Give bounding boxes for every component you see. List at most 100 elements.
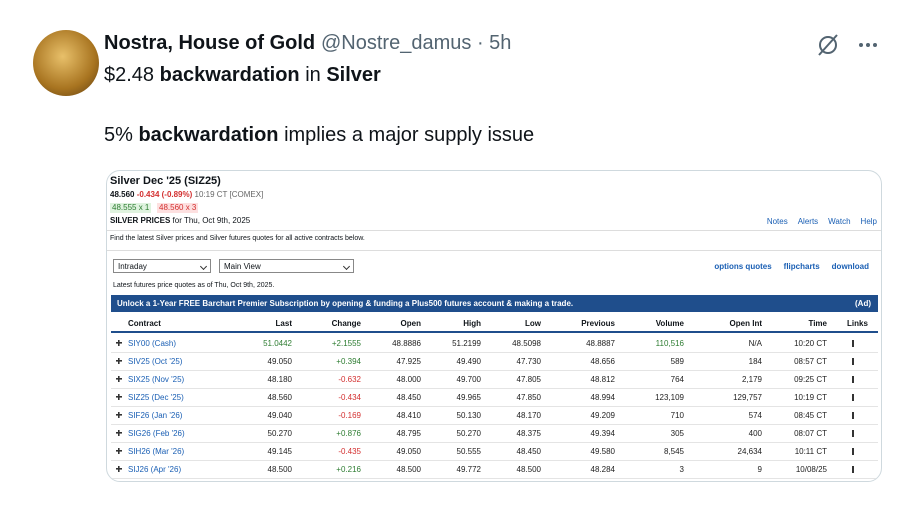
links-icon[interactable] bbox=[852, 430, 854, 437]
cell: 49.145 bbox=[267, 447, 292, 456]
cell[interactable]: SIF26 (Jan '26) bbox=[128, 411, 183, 420]
cell[interactable]: SIX25 (Nov '25) bbox=[128, 375, 185, 384]
quote-title: Silver Dec '25 (SIZ25) bbox=[110, 175, 221, 187]
links-icon[interactable] bbox=[852, 340, 854, 347]
expand-icon[interactable] bbox=[116, 430, 122, 436]
author[interactable]: Nostra, House of Gold bbox=[104, 32, 316, 54]
tool-link[interactable]: Watch bbox=[828, 217, 851, 226]
cell[interactable]: SIH26 (Mar '26) bbox=[128, 447, 185, 456]
row-rule bbox=[111, 478, 878, 479]
expand-icon[interactable] bbox=[116, 358, 122, 364]
cell[interactable]: SIG26 (Feb '26) bbox=[128, 429, 185, 438]
handle[interactable]: @Nostre_damus bbox=[321, 32, 472, 54]
row-rule bbox=[111, 388, 878, 389]
cell: 48.284 bbox=[590, 465, 615, 474]
links-icon[interactable] bbox=[852, 448, 854, 455]
tool-link[interactable]: Help bbox=[860, 217, 877, 226]
cell: 09:25 CT bbox=[794, 375, 827, 384]
banner[interactable] bbox=[111, 295, 878, 312]
links-icon[interactable] bbox=[852, 394, 854, 401]
links-icon[interactable] bbox=[852, 358, 854, 365]
cell: 48.5098 bbox=[512, 339, 541, 348]
row-rule bbox=[111, 442, 878, 443]
cell: 50.270 bbox=[267, 429, 292, 438]
select[interactable]: Intraday bbox=[113, 259, 211, 273]
cell[interactable]: SIJ26 (Apr '26) bbox=[128, 465, 182, 474]
cell: 400 bbox=[748, 429, 762, 438]
cell: 49.580 bbox=[590, 447, 615, 456]
text-segment: 5% bbox=[104, 124, 139, 146]
expand-icon[interactable] bbox=[116, 448, 122, 454]
cell: 48.795 bbox=[396, 429, 421, 438]
tweet-line: 5% backwardation implies a major supply … bbox=[104, 124, 534, 147]
cell: 48.560 bbox=[267, 393, 292, 402]
banner-tag: (Ad) bbox=[855, 299, 871, 308]
cell: 48.8887 bbox=[586, 339, 615, 348]
text-segment: Silver bbox=[326, 64, 381, 86]
time[interactable]: 5h bbox=[489, 32, 512, 54]
cell: 47.805 bbox=[516, 375, 541, 384]
tool-link[interactable]: Notes bbox=[766, 217, 788, 226]
links-icon[interactable] bbox=[852, 376, 854, 383]
description: Find the latest Silver prices and Silver… bbox=[110, 235, 365, 242]
cell: 48.450 bbox=[516, 447, 541, 456]
expand-icon[interactable] bbox=[116, 412, 122, 418]
cell: 49.209 bbox=[590, 411, 615, 420]
cell: 3 bbox=[679, 465, 684, 474]
cell: 50.555 bbox=[456, 447, 481, 456]
cell: 48.812 bbox=[590, 375, 615, 384]
expand-icon[interactable] bbox=[116, 394, 122, 400]
banner-text[interactable]: Unlock a 1-Year FREE Barchart Premier Su… bbox=[117, 299, 574, 308]
expand-icon[interactable] bbox=[116, 376, 122, 382]
cell: 47.850 bbox=[516, 393, 541, 402]
tool-link[interactable]: download bbox=[831, 262, 869, 271]
quote-line: 48.560 -0.434 (-0.89%) 10:19 CT [COMEX] bbox=[110, 190, 263, 200]
expand-icon[interactable] bbox=[116, 466, 122, 472]
text-segment: backwardation bbox=[159, 64, 300, 86]
links-icon[interactable] bbox=[852, 466, 854, 473]
as-of: Latest futures price quotes as of Thu, O… bbox=[113, 282, 275, 289]
row-rule bbox=[111, 406, 878, 407]
cell: 10:11 CT bbox=[794, 447, 827, 456]
cell: +0.216 bbox=[336, 465, 361, 474]
text-segment: backwardation bbox=[138, 124, 279, 146]
prices-date: for Thu, Oct 9th, 2025 bbox=[172, 216, 251, 225]
cell[interactable]: SIV25 (Oct '25) bbox=[128, 357, 183, 366]
column-header: Change bbox=[331, 319, 361, 328]
ask: 48.560 x 3 bbox=[157, 203, 199, 213]
quote-time: 10:19 CT [COMEX] bbox=[194, 190, 264, 199]
rule bbox=[107, 250, 881, 251]
tool-link[interactable]: options quotes bbox=[714, 262, 772, 271]
header-rule bbox=[111, 331, 878, 333]
cell: 48.656 bbox=[590, 357, 615, 366]
row-rule bbox=[111, 424, 878, 425]
cell: 48.180 bbox=[267, 375, 292, 384]
expand-icon[interactable] bbox=[116, 340, 122, 346]
cell: 48.000 bbox=[396, 375, 421, 384]
last: 48.560 bbox=[110, 190, 135, 199]
cell: 184 bbox=[748, 357, 762, 366]
cell: 129,757 bbox=[733, 393, 762, 402]
embedded-image[interactable]: Silver Dec '25 (SIZ25) 48.560 -0.434 (-0… bbox=[106, 170, 882, 482]
cell: 48.375 bbox=[516, 429, 541, 438]
tweet-line: $2.48 backwardation in Silver bbox=[104, 64, 381, 87]
cell: 51.0442 bbox=[263, 339, 292, 348]
cell: 08:45 CT bbox=[794, 411, 827, 420]
tool-link[interactable]: Alerts bbox=[797, 217, 819, 226]
select[interactable]: Main View bbox=[219, 259, 354, 273]
cell: 764 bbox=[670, 375, 684, 384]
links-icon[interactable] bbox=[852, 412, 854, 419]
cell: 10:20 CT bbox=[794, 339, 827, 348]
cell: 48.410 bbox=[396, 411, 421, 420]
cell[interactable]: SIZ25 (Dec '25) bbox=[128, 393, 184, 402]
column-header: Last bbox=[275, 319, 292, 328]
column-header: Previous bbox=[581, 319, 615, 328]
links: options quotes flipcharts download bbox=[702, 262, 869, 272]
tool-link[interactable]: flipcharts bbox=[783, 262, 820, 271]
cell[interactable]: SIY00 (Cash) bbox=[128, 339, 177, 348]
cell: 47.730 bbox=[516, 357, 541, 366]
cell: 589 bbox=[670, 357, 684, 366]
actions[interactable] bbox=[815, 32, 895, 58]
avatar[interactable] bbox=[33, 30, 99, 96]
cell: 49.394 bbox=[590, 429, 615, 438]
